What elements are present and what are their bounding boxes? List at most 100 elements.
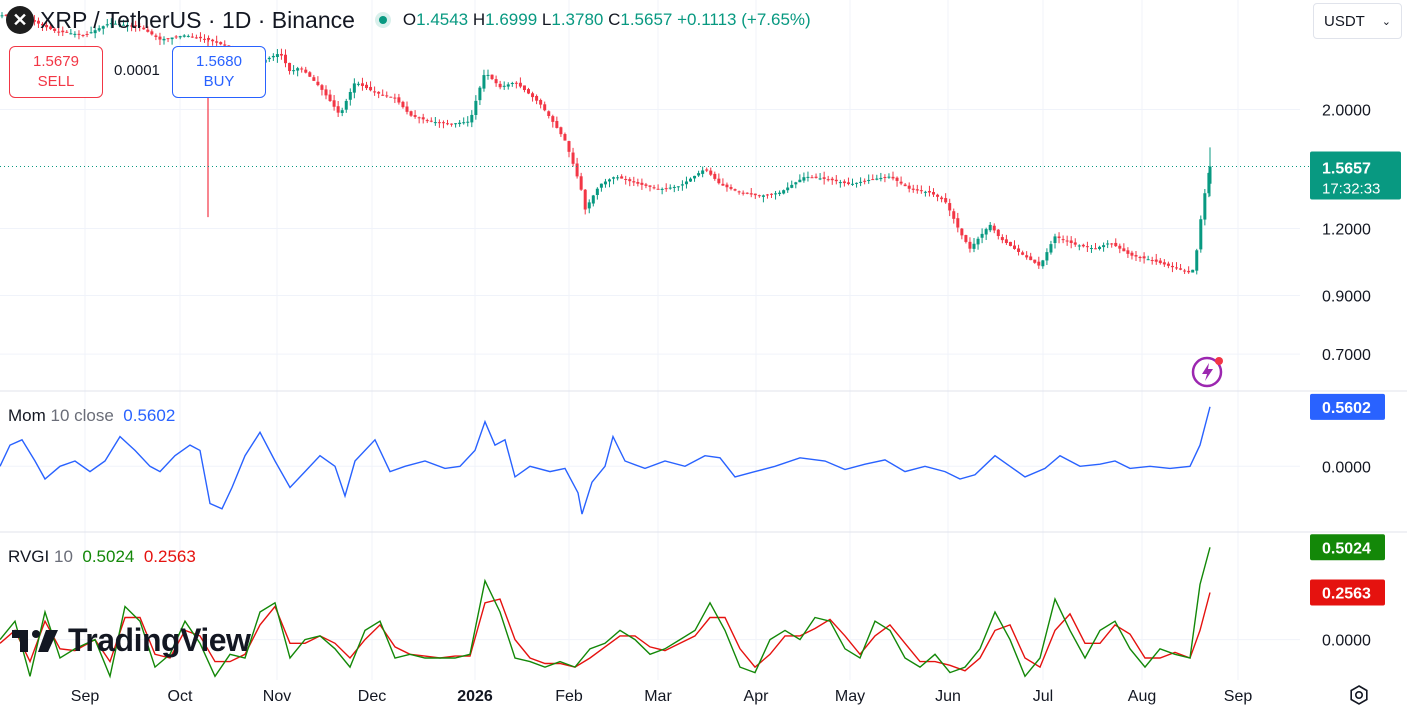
candle-body[interactable] [984,229,988,235]
candle-body[interactable] [304,69,308,73]
candle-body[interactable] [640,182,644,185]
candle-body[interactable] [308,72,312,77]
tradingview-logo[interactable]: TradingView [12,622,251,659]
candle-body[interactable] [126,25,130,27]
candle-body[interactable] [907,185,911,189]
candle-body[interactable] [1098,246,1102,250]
candle-body[interactable] [944,198,948,203]
candle-body[interactable] [648,185,652,187]
candle-body[interactable] [624,178,628,180]
candle-body[interactable] [458,122,462,125]
candle-body[interactable] [656,188,660,190]
candle-body[interactable] [1053,236,1057,244]
candle-body[interactable] [927,191,931,193]
candle-body[interactable] [45,25,49,28]
candle-body[interactable] [1094,248,1097,250]
candle-body[interactable] [770,193,773,195]
price-axis[interactable]: 2.0000 1.2000 0.9000 0.7000 1.5657 17:32:33 0.… [1310,103,1401,650]
candle-body[interactable] [883,177,887,179]
settings-icon[interactable] [1347,683,1371,707]
candle-body[interactable] [198,36,202,39]
candle-body[interactable] [401,101,405,108]
candle-body[interactable] [369,86,373,91]
candle-body[interactable] [737,191,741,193]
candle-body[interactable] [1118,245,1122,249]
candle-body[interactable] [130,25,134,27]
candle-body[interactable] [365,84,368,89]
candle-body[interactable] [636,182,640,184]
candle-body[interactable] [89,32,93,34]
candle-body[interactable] [863,180,867,182]
candle-body[interactable] [668,187,672,189]
candle-body[interactable] [851,183,854,185]
candle-body[interactable] [336,106,340,113]
candle-body[interactable] [786,187,790,191]
candle-body[interactable] [996,229,1000,237]
candle-body[interactable] [802,177,806,181]
candle-body[interactable] [567,141,571,152]
candle-body[interactable] [1106,243,1110,245]
candle-body[interactable] [980,233,984,238]
candle-body[interactable] [1008,241,1012,246]
candle-body[interactable] [697,173,701,176]
candle-body[interactable] [1041,260,1045,267]
candle-body[interactable] [575,163,579,177]
candle-body[interactable] [895,177,899,181]
time-axis[interactable]: Sep Oct Nov Dec 2026 Feb Mar Apr May Jun Jul Aug Sep [71,688,1253,705]
candle-body[interactable] [1045,252,1049,261]
candle-body[interactable] [543,104,547,111]
candle-body[interactable] [1049,244,1053,253]
candle-body[interactable] [867,179,871,182]
candle-body[interactable] [757,195,761,197]
candle-body[interactable] [328,94,332,101]
candle-body[interactable] [413,115,417,117]
candle-body[interactable] [620,176,624,179]
candle-body[interactable] [514,82,518,84]
candle-body[interactable] [717,178,721,184]
candle-body[interactable] [709,170,713,175]
candle-body[interactable] [446,123,449,125]
candle-body[interactable] [859,181,863,183]
candle-body[interactable] [992,225,996,231]
candle-body[interactable] [774,193,778,195]
candle-body[interactable] [166,38,170,40]
candle-body[interactable] [903,184,907,187]
candle-body[interactable] [527,89,530,94]
candle-body[interactable] [510,82,514,84]
candle-body[interactable] [203,38,206,40]
candle-body[interactable] [778,192,782,194]
candle-body[interactable] [539,99,543,105]
price-pane[interactable] [0,12,1310,275]
candle-body[interactable] [284,54,287,64]
candle-body[interactable] [41,23,44,26]
candle-body[interactable] [154,35,158,37]
candle-body[interactable] [794,182,798,185]
candle-body[interactable] [822,177,826,179]
momentum-pane[interactable] [0,406,1211,515]
candle-body[interactable] [1081,244,1085,247]
candle-body[interactable] [97,28,101,31]
candle-body[interactable] [911,188,915,190]
candle-body[interactable] [494,79,498,84]
candle-body[interactable] [1130,252,1134,256]
candle-body[interactable] [871,179,875,181]
candle-body[interactable] [749,193,753,195]
candle-body[interactable] [830,178,834,181]
candle-body[interactable] [1061,239,1065,241]
candle-body[interactable] [498,83,502,88]
candle-body[interactable] [522,85,526,91]
candle-body[interactable] [292,70,296,72]
candle-body[interactable] [49,26,53,30]
candle-body[interactable] [1033,259,1037,263]
candle-body[interactable] [162,38,166,41]
rvgi-line[interactable] [0,547,1211,679]
candle-body[interactable] [1170,265,1174,268]
candle-body[interactable] [842,181,846,184]
candle-body[interactable] [1154,259,1158,262]
candle-body[interactable] [1069,240,1073,244]
candle-body[interactable] [267,57,271,60]
symbol-title[interactable]: XRP / TetherUS · 1D · Binance [40,6,355,33]
candle-body[interactable] [535,95,539,101]
candle-body[interactable] [1208,166,1212,184]
candle-body[interactable] [178,36,182,38]
